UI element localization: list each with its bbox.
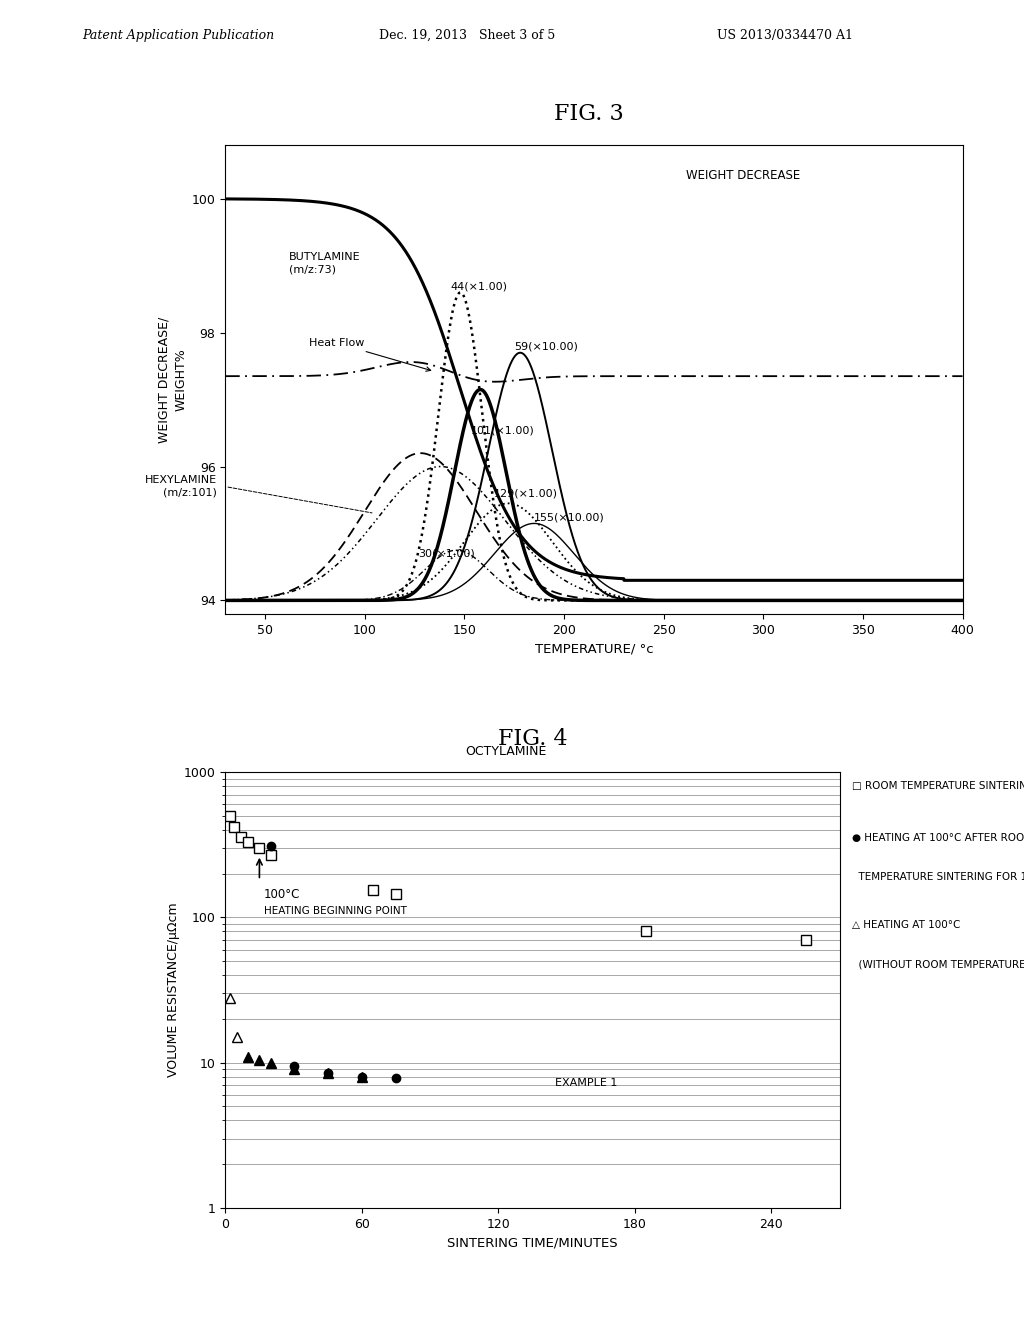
Text: Heat Flow: Heat Flow [309, 338, 431, 371]
Text: FIG. 4: FIG. 4 [498, 727, 567, 750]
Text: WEIGHT DECREASE: WEIGHT DECREASE [686, 169, 801, 182]
Text: BUTYLAMINE
(m/z:73): BUTYLAMINE (m/z:73) [289, 252, 360, 275]
Text: TEMPERATURE SINTERING FOR 15 MINUTES: TEMPERATURE SINTERING FOR 15 MINUTES [852, 873, 1024, 882]
Text: (WITHOUT ROOM TEMPERATURE SINTERING): (WITHOUT ROOM TEMPERATURE SINTERING) [852, 960, 1024, 969]
Text: HEXYLAMINE
(m/z:101): HEXYLAMINE (m/z:101) [145, 475, 217, 498]
Text: (m/z:129): (m/z:129) [475, 792, 536, 805]
Text: 101(×1.00): 101(×1.00) [470, 425, 535, 436]
Text: 44(×1.00): 44(×1.00) [451, 281, 508, 292]
Y-axis label: WEIGHT DECREASE/
WEIGHT%: WEIGHT DECREASE/ WEIGHT% [158, 317, 187, 442]
Text: ● HEATING AT 100°C AFTER ROOM: ● HEATING AT 100°C AFTER ROOM [852, 833, 1024, 843]
Text: Patent Application Publication: Patent Application Publication [82, 29, 274, 42]
Text: OCTYLAMINE: OCTYLAMINE [465, 744, 546, 758]
Text: FIG. 3: FIG. 3 [554, 103, 624, 125]
Y-axis label: VOLUME RESISTANCE/μΩcm: VOLUME RESISTANCE/μΩcm [167, 903, 179, 1077]
Text: △ HEATING AT 100°C: △ HEATING AT 100°C [852, 920, 961, 931]
Text: US 2013/0334470 A1: US 2013/0334470 A1 [717, 29, 853, 42]
Text: 59(×10.00): 59(×10.00) [514, 342, 579, 351]
Text: 129(×1.00): 129(×1.00) [495, 488, 558, 499]
Text: □ ROOM TEMPERATURE SINTERING: □ ROOM TEMPERATURE SINTERING [852, 781, 1024, 791]
Text: HEATING BEGINNING POINT: HEATING BEGINNING POINT [264, 906, 407, 916]
X-axis label: SINTERING TIME/MINUTES: SINTERING TIME/MINUTES [447, 1236, 617, 1249]
Text: 155(×10.00): 155(×10.00) [535, 512, 605, 523]
Text: 30(×1.00): 30(×1.00) [419, 549, 475, 558]
Text: Dec. 19, 2013   Sheet 3 of 5: Dec. 19, 2013 Sheet 3 of 5 [379, 29, 555, 42]
X-axis label: TEMPERATURE/ °c: TEMPERATURE/ °c [535, 642, 653, 655]
Text: 100°C: 100°C [264, 888, 300, 900]
Text: EXAMPLE 1: EXAMPLE 1 [555, 1078, 617, 1088]
